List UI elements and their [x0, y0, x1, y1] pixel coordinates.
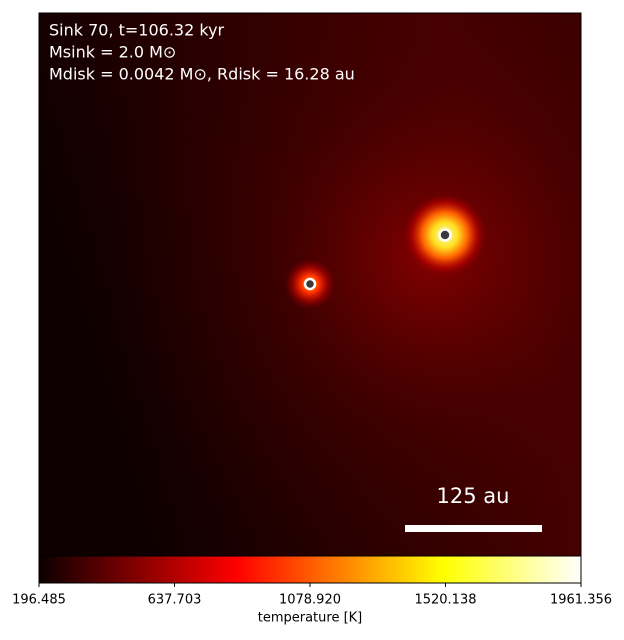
colorbar-tick-label: 1078.920: [279, 593, 341, 608]
colorbar: temperature [K] 196.485 637.703 1078.920 15…: [12, 555, 612, 626]
colorbar-tick-label: 196.485: [12, 593, 66, 608]
scale-bar-label: 125 au: [437, 484, 510, 508]
colorbar-gradient: [38, 555, 582, 584]
sink-marker: [438, 228, 452, 242]
sink-marker: [303, 277, 317, 291]
colorbar-tick-label: 1520.138: [414, 593, 476, 608]
colorbar-label: temperature [K]: [258, 611, 363, 626]
colorbar-tick-label: 1961.356: [550, 593, 612, 608]
scale-bar: [405, 525, 542, 532]
annotation: Msink = 2.0 M⊙: [49, 43, 176, 62]
image-panel: Sink 70, t=106.32 kyr Msink = 2.0 M⊙ Mdi…: [38, 12, 582, 557]
annotation: Sink 70, t=106.32 kyr: [49, 21, 225, 40]
colorbar-tick-label: 637.703: [148, 593, 202, 608]
annotation: Mdisk = 0.0042 M⊙, Rdisk = 16.28 au: [49, 65, 355, 84]
